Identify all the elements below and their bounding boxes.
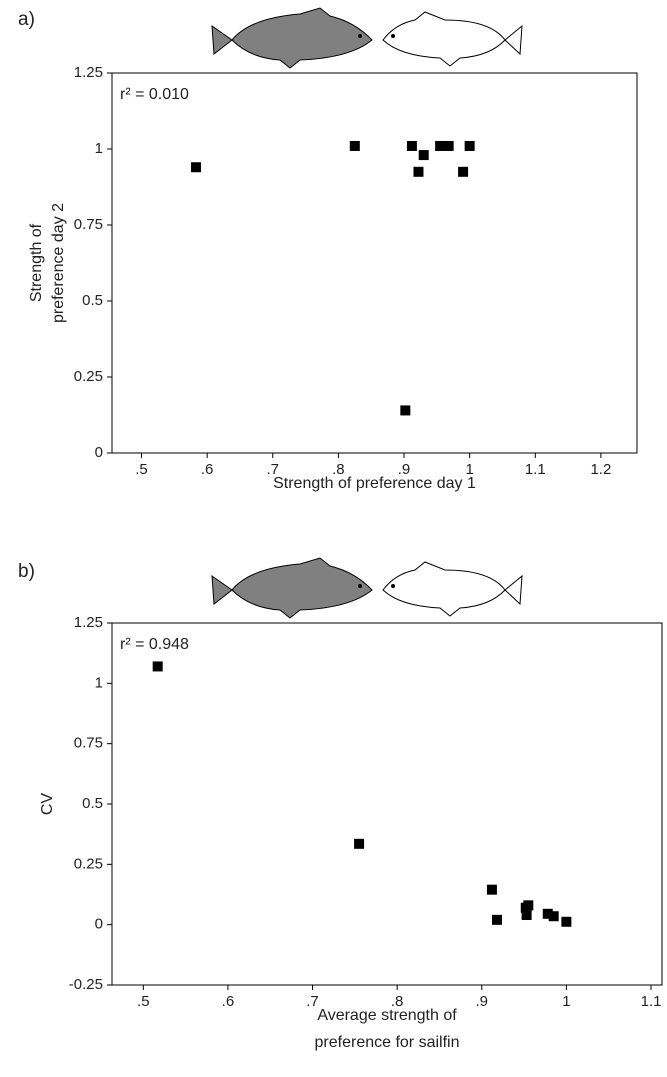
- point: [152, 661, 163, 672]
- point: [542, 908, 553, 919]
- fish-icons-b: [211, 557, 523, 619]
- panel-label: a): [18, 9, 35, 30]
- x-tick-label: .7: [267, 461, 280, 478]
- y-tick-label: 1: [95, 674, 103, 691]
- y-tick-label: 0.5: [82, 292, 103, 309]
- point: [435, 140, 446, 151]
- x-tick-label: 1: [465, 461, 473, 478]
- y-tick-label: -0.25: [69, 976, 103, 993]
- y-tick-label: 0.75: [74, 735, 103, 752]
- point: [464, 140, 475, 151]
- point: [521, 910, 532, 921]
- plot-frame: [111, 622, 663, 986]
- y-axis-title: preference day 2: [50, 203, 67, 323]
- point: [400, 405, 411, 416]
- x-tick-label: 1.1: [525, 461, 546, 478]
- x-tick-label: .8: [332, 461, 345, 478]
- y-tick-label: 0.25: [74, 855, 103, 872]
- point: [349, 140, 360, 151]
- point: [443, 140, 454, 151]
- point: [548, 911, 559, 922]
- point: [486, 884, 497, 895]
- point: [561, 916, 572, 927]
- point: [523, 900, 534, 911]
- x-tick-label: 1.1: [641, 993, 662, 1010]
- point: [492, 914, 502, 925]
- y-axis-title: Strength of: [28, 223, 45, 302]
- point: [191, 162, 201, 173]
- point: [354, 838, 365, 849]
- x-axis-title: Average strength of: [317, 1007, 457, 1024]
- x-tick-label: .5: [137, 993, 150, 1010]
- x-tick-label: 1.2: [590, 461, 611, 478]
- y-tick-label: 1: [95, 140, 103, 157]
- x-axis-title: Strength of preference day 1: [273, 475, 476, 492]
- point: [458, 166, 469, 177]
- fish-icons-a: [211, 7, 523, 69]
- x-tick-label: .9: [398, 461, 411, 478]
- annotation: r² = 0.010: [120, 86, 189, 103]
- x-tick-label: .5: [135, 461, 148, 478]
- annotation: r² = 0.948: [120, 636, 189, 653]
- point: [406, 140, 417, 151]
- x-tick-label: .8: [391, 993, 404, 1010]
- y-tick-label: 1.25: [74, 614, 103, 631]
- point: [413, 166, 424, 177]
- y-tick-label: 0.75: [74, 216, 103, 233]
- y-tick-label: 0.25: [74, 368, 103, 385]
- y-tick-label: 0: [95, 916, 103, 933]
- y-tick-label: 1.25: [74, 64, 103, 81]
- panel-label: b): [18, 561, 35, 582]
- x-tick-label: .6: [201, 461, 214, 478]
- plot-frame: [111, 72, 638, 454]
- y-tick-label: 0: [95, 444, 103, 461]
- x-axis-title: preference for sailfin: [315, 1034, 460, 1051]
- x-tick-label: .9: [476, 993, 489, 1010]
- x-tick-label: .7: [306, 993, 319, 1010]
- x-tick-label: .6: [222, 993, 235, 1010]
- y-axis-title: CV: [39, 793, 56, 816]
- x-tick-label: 1: [562, 993, 570, 1010]
- point: [418, 150, 429, 161]
- y-tick-label: 0.5: [82, 795, 103, 812]
